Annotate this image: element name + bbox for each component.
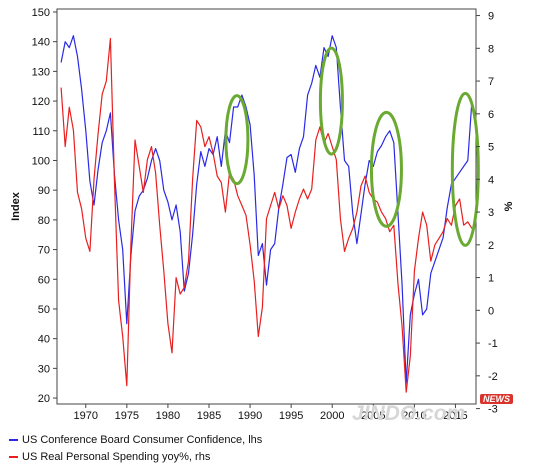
y-right-tick-label: -1	[488, 338, 498, 350]
x-tick-label: 1990	[238, 410, 262, 422]
y-left-tick-label: 50	[38, 304, 50, 316]
highlight-ellipse-2	[318, 46, 344, 156]
y-right-tick-label: 0	[488, 305, 494, 317]
x-tick-label: 2015	[443, 410, 467, 422]
y-right-tick-label: -2	[488, 371, 498, 383]
legend-item-consumer-confidence: US Conference Board Consumer Confidence,…	[9, 431, 262, 448]
legend-swatch-blue	[9, 438, 18, 441]
y-right-tick-label: 3	[488, 207, 494, 219]
x-tick-label: 2010	[402, 410, 426, 422]
y-right-tick-label: 4	[488, 174, 494, 186]
legend-label: US Conference Board Consumer Confidence,…	[22, 433, 263, 446]
x-tick-label: 1995	[279, 410, 303, 422]
y-left-tick-label: 80	[38, 215, 50, 227]
series-layer	[60, 35, 473, 393]
highlight-layer	[224, 46, 480, 247]
plot-border	[56, 8, 477, 405]
y-left-axis-label: Index	[10, 191, 22, 221]
y-left-tick-label: 120	[32, 96, 50, 108]
y-right-axis-label: %	[503, 201, 515, 211]
y-left-tick-label: 110	[32, 126, 50, 138]
y-left-tick-label: 40	[38, 334, 50, 346]
watermark-tag: NEWS	[480, 394, 513, 404]
y-right-tick-label: 9	[488, 11, 494, 23]
y-right-tick-label: 1	[488, 273, 494, 285]
y-right-tick-label: 2	[488, 240, 494, 252]
y-left-tick-label: 150	[32, 7, 50, 19]
y-right-tick-label: 8	[488, 43, 494, 55]
x-tick-label: 2000	[320, 410, 344, 422]
highlight-ellipse-4	[450, 91, 480, 247]
x-tick-label: 1975	[115, 410, 139, 422]
x-tick-label: 2005	[361, 410, 385, 422]
y-right-tick-label: -3	[488, 404, 498, 416]
x-tick-label: 1980	[156, 410, 180, 422]
y-left-tick-label: 70	[38, 245, 50, 257]
highlight-ellipse-1	[224, 94, 250, 186]
legend-label: US Real Personal Spending yoy%, rhs	[22, 450, 211, 463]
y-left-tick-label: 100	[32, 155, 50, 167]
y-left-tick-label: 90	[38, 185, 50, 197]
legend-swatch-red	[9, 455, 18, 458]
y-right-tick-label: 6	[488, 109, 494, 121]
watermark-text: JINDO.com	[352, 402, 466, 425]
y-left-tick-label: 60	[38, 274, 50, 286]
y-left-tick-label: 20	[38, 393, 50, 405]
axis-layer: 1970 1975 1980 1985 1990 1995 2000 2005 2010 2015…	[10, 7, 515, 422]
y-left-tick-label: 30	[38, 363, 50, 375]
y-right-tick-label: 7	[488, 76, 494, 88]
y-left-tick-label: 130	[32, 66, 50, 78]
series-line-personal-spending	[60, 37, 473, 393]
y-right-tick-label: 5	[488, 142, 494, 154]
highlight-ellipse-3	[369, 110, 403, 228]
series-line-consumer-confidence	[60, 35, 473, 384]
plot-frame	[56, 8, 477, 405]
watermark: JINDO.com NEWS	[352, 394, 513, 426]
y-left-tick-label: 140	[32, 37, 50, 49]
x-tick-label: 1970	[74, 410, 98, 422]
legend: US Conference Board Consumer Confidence,…	[9, 431, 262, 465]
x-tick-label: 1985	[197, 410, 221, 422]
legend-item-personal-spending: US Real Personal Spending yoy%, rhs	[9, 448, 262, 465]
